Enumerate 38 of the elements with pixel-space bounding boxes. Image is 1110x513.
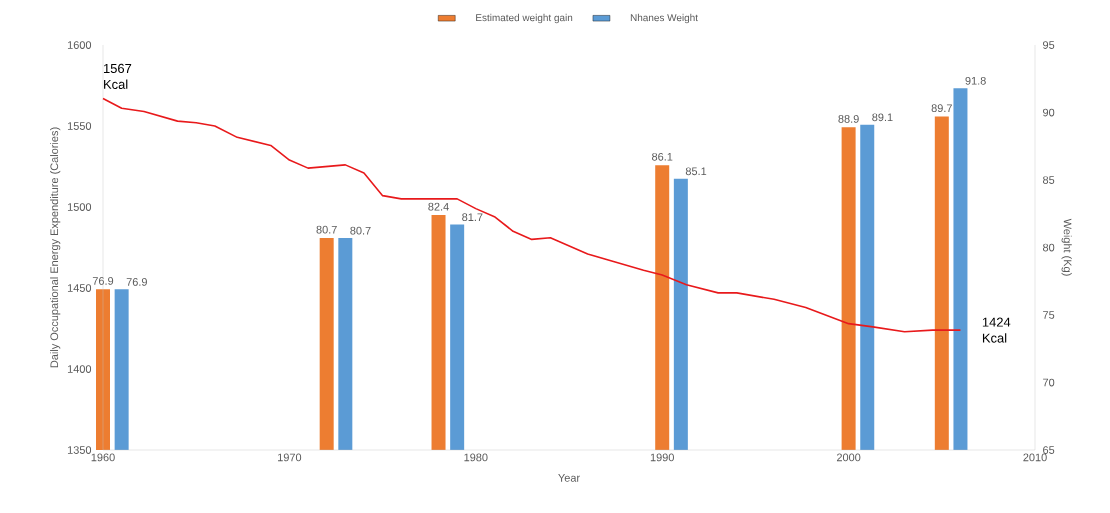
- legend-label: Estimated weight gain: [476, 13, 573, 24]
- y2-tick-label: 75: [1043, 311, 1055, 319]
- data-label: 80.7: [316, 225, 337, 234]
- data-label: 82.4: [428, 202, 449, 211]
- annotation: 1567 Kcal: [103, 63, 132, 89]
- y2-tick-label: 85: [1042, 176, 1055, 184]
- data-label: 88.9: [838, 115, 859, 123]
- y-axis-title: Daily Occupational Energy Expenditure (Calories): [50, 127, 61, 368]
- y-tick-label: 1350: [67, 446, 92, 454]
- y2-tick-label: 90: [1043, 108, 1055, 117]
- data-label: 76.9: [92, 277, 114, 285]
- y-tick-label: 1500: [67, 203, 92, 211]
- legend-label: Nhanes Weight: [630, 13, 698, 24]
- data-label: 85.1: [685, 167, 707, 176]
- data-label: 76.9: [126, 278, 147, 286]
- x-tick-label: 1970: [278, 453, 302, 462]
- y2-tick-label: 80: [1042, 243, 1055, 252]
- y-tick-label: 1400: [67, 365, 92, 373]
- x-tick-label: 1990: [650, 453, 674, 462]
- data-label: 89.1: [872, 113, 893, 122]
- x-tick-label: 2000: [836, 453, 861, 462]
- y-tick-label: 1600: [67, 41, 92, 49]
- data-label: 86.1: [652, 152, 673, 161]
- data-label: 91.8: [965, 76, 986, 85]
- x-tick-label: 1980: [464, 453, 488, 462]
- data-label: 81.7: [462, 213, 483, 222]
- x-tick-label: 1960: [91, 453, 115, 462]
- x-axis-title: Year: [558, 474, 580, 482]
- data-label: 89.7: [931, 104, 952, 113]
- x-tick-label: 2010: [1023, 453, 1047, 462]
- y2-axis-title: Weight (Kg): [1061, 218, 1072, 276]
- y2-tick-label: 70: [1043, 378, 1055, 387]
- annotation: 1424 Kcal: [982, 317, 1011, 343]
- y-tick-label: 1550: [67, 122, 92, 130]
- data-label: 80.7: [350, 226, 371, 235]
- y-tick-label: 1450: [67, 284, 92, 292]
- y2-tick-label: 95: [1043, 41, 1055, 49]
- y2-tick-label: 65: [1043, 446, 1055, 454]
